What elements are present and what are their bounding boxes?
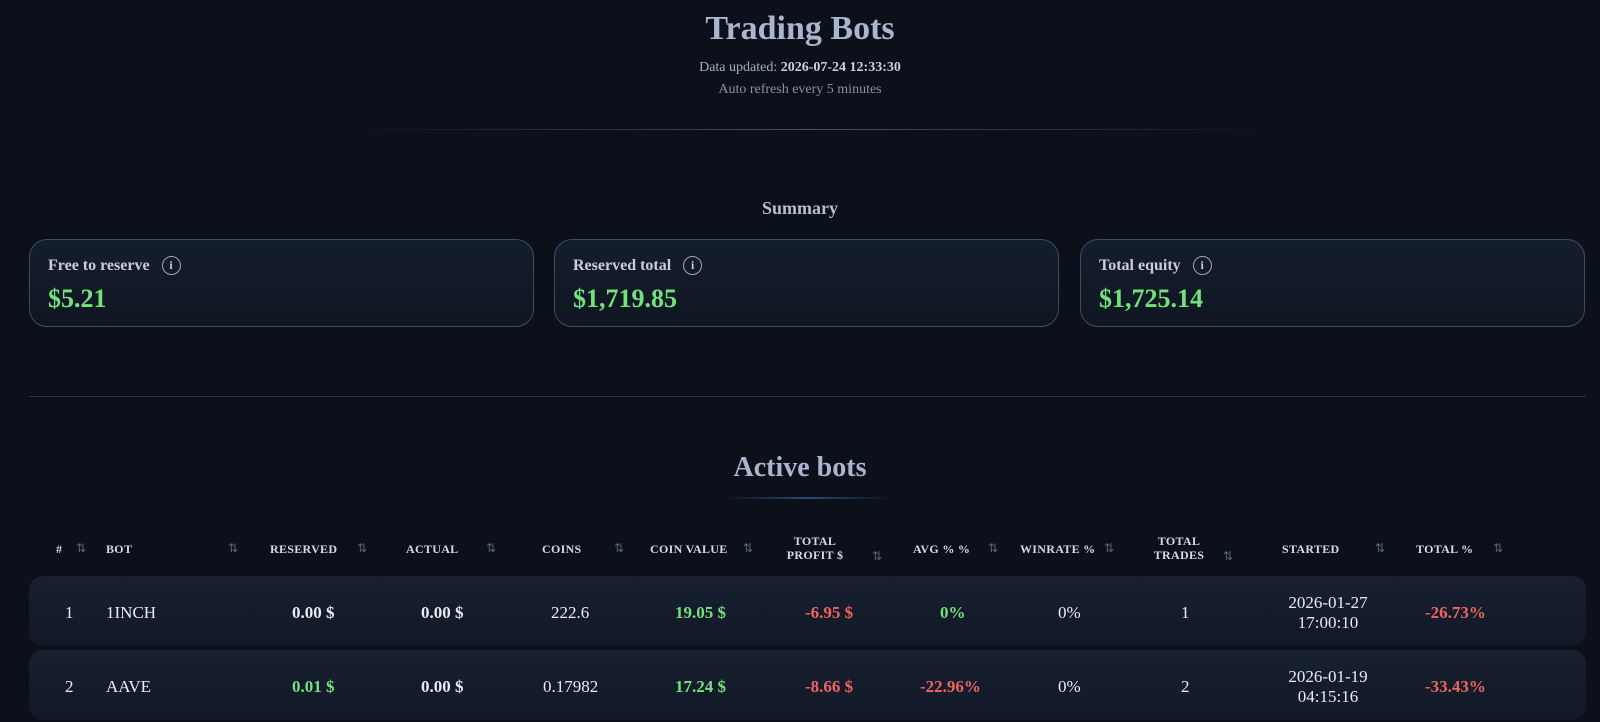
cell-actual: 0.00 $ <box>421 677 464 696</box>
cell-bot: 1INCH <box>106 603 157 622</box>
table-row[interactable]: 1 1INCH 0.00 $ 0.00 $ 222.6 19.05 $ -6.9… <box>29 576 1586 646</box>
cell-total-trades: 1 <box>1181 603 1190 622</box>
data-updated-label: Data updated: <box>699 60 781 75</box>
column-header-index[interactable]: # <box>56 542 63 556</box>
info-icon[interactable]: i <box>161 256 181 275</box>
data-updated-value: 2026-07-24 12:33:30 <box>780 60 901 75</box>
cell-coin-value: 17.24 $ <box>675 677 726 696</box>
summary-card-free-to-reserve: Free to reserve i $5.21 <box>29 239 534 327</box>
cell-total-pct: -33.43% <box>1425 677 1486 696</box>
sort-icon[interactable]: ⇅ <box>1493 541 1504 555</box>
cell-reserved: 0.01 $ <box>292 677 335 696</box>
column-header-total-trades[interactable]: TOTAL TRADES <box>1153 534 1205 562</box>
column-header-reserved[interactable]: RESERVED <box>270 542 338 556</box>
card-label: Total equity <box>1099 256 1181 274</box>
column-header-bot[interactable]: BOT <box>106 542 133 556</box>
summary-card-total-equity: Total equity i $1,725.14 <box>1080 239 1585 327</box>
cell-total-trades: 2 <box>1181 677 1190 696</box>
column-header-actual[interactable]: ACTUAL <box>406 542 459 556</box>
active-bots-underline <box>722 497 894 499</box>
active-bots-title: Active bots <box>733 452 867 483</box>
cell-total-pct: -26.73% <box>1425 603 1486 622</box>
column-header-coin-value[interactable]: COIN VALUE <box>650 542 728 556</box>
page-title: Trading Bots <box>705 10 895 47</box>
header-divider <box>335 129 1285 130</box>
cell-started: 2026-01-19 04:15:16 <box>1288 667 1368 706</box>
cell-winrate: 0% <box>1058 677 1081 696</box>
card-value: $1,725.14 <box>1099 284 1203 313</box>
cell-coins: 0.17982 <box>543 677 599 696</box>
section-divider <box>29 396 1586 397</box>
sort-icon[interactable]: ⇅ <box>1375 541 1386 555</box>
sort-icon[interactable]: ⇅ <box>76 541 87 555</box>
cell-avg: 0% <box>940 603 966 622</box>
cell-bot: AAVE <box>106 677 152 696</box>
cell-coin-value: 19.05 $ <box>675 603 726 622</box>
sort-icon[interactable]: ⇅ <box>988 541 999 555</box>
auto-refresh-note: Auto refresh every 5 minutes <box>718 82 882 97</box>
sort-icon[interactable]: ⇅ <box>486 541 497 555</box>
summary-title: Summary <box>762 198 838 218</box>
sort-icon[interactable]: ⇅ <box>1104 541 1115 555</box>
sort-icon[interactable]: ⇅ <box>872 549 883 563</box>
column-header-total-profit[interactable]: TOTAL PROFIT $ <box>786 534 844 562</box>
cell-avg: -22.96% <box>920 677 981 696</box>
column-header-avg[interactable]: AVG % % <box>913 542 971 556</box>
cell-index: 2 <box>65 677 74 696</box>
table-row[interactable]: 2 AAVE 0.01 $ 0.00 $ 0.17982 17.24 $ -8.… <box>29 650 1586 720</box>
sort-icon[interactable]: ⇅ <box>1223 549 1234 563</box>
cell-index: 1 <box>65 603 74 622</box>
cell-total-profit: -6.95 $ <box>805 603 854 622</box>
card-value: $5.21 <box>48 284 107 313</box>
card-label: Reserved total <box>573 256 672 274</box>
cell-started: 2026-01-27 17:00:10 <box>1288 593 1368 632</box>
column-header-total-pct[interactable]: TOTAL % <box>1416 542 1474 556</box>
column-header-coins[interactable]: COINS <box>542 542 582 556</box>
cell-coins: 222.6 <box>551 603 590 622</box>
summary-card-reserved-total: Reserved total i $1,719.85 <box>554 239 1059 327</box>
card-label: Free to reserve <box>48 256 150 274</box>
sort-icon[interactable]: ⇅ <box>357 541 368 555</box>
info-icon[interactable]: i <box>683 256 703 275</box>
sort-icon[interactable]: ⇅ <box>228 541 239 555</box>
column-header-started[interactable]: STARTED <box>1282 542 1340 556</box>
sort-icon[interactable]: ⇅ <box>743 541 754 555</box>
cell-total-profit: -8.66 $ <box>805 677 854 696</box>
sort-icon[interactable]: ⇅ <box>614 541 625 555</box>
data-updated: Data updated: 2026-07-24 12:33:30 <box>0 60 1600 76</box>
cell-winrate: 0% <box>1058 603 1081 622</box>
info-icon[interactable]: i <box>1192 256 1212 275</box>
card-value: $1,719.85 <box>573 284 677 313</box>
cell-actual: 0.00 $ <box>421 603 464 622</box>
column-header-winrate[interactable]: WINRATE % <box>1020 542 1096 556</box>
cell-reserved: 0.00 $ <box>292 603 335 622</box>
